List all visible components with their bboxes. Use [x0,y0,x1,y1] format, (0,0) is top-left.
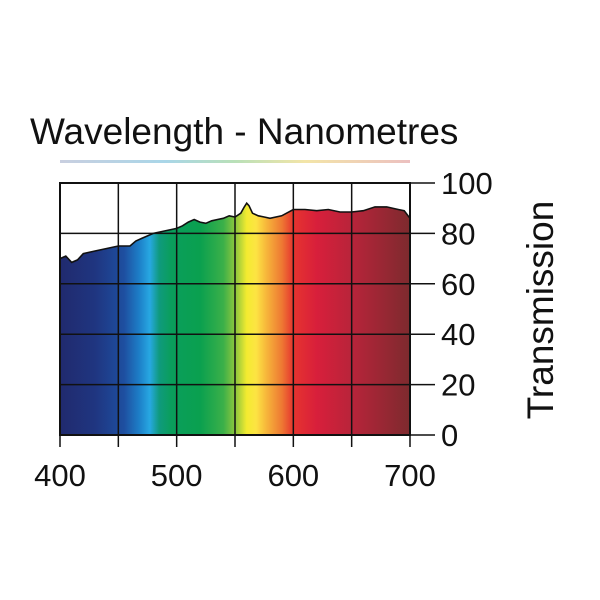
chart-title: Wavelength - Nanometres [30,111,458,152]
spectrum-strip [60,160,410,163]
x-tick-label: 500 [151,458,203,493]
grid-layer [59,182,435,447]
y-tick-label: 0 [441,418,458,453]
y-tick-label: 80 [441,216,475,251]
x-tick-label: 400 [34,458,86,493]
y-tick-label: 60 [441,267,475,302]
y-axis-label: Transmission [520,201,561,420]
x-tick-label: 700 [384,458,436,493]
transmission-line [59,201,411,264]
y-tick-label: 100 [441,166,493,201]
y-tick-label: 20 [441,368,475,403]
x-tick-label: 600 [267,458,319,493]
y-tick-label: 40 [441,317,475,352]
